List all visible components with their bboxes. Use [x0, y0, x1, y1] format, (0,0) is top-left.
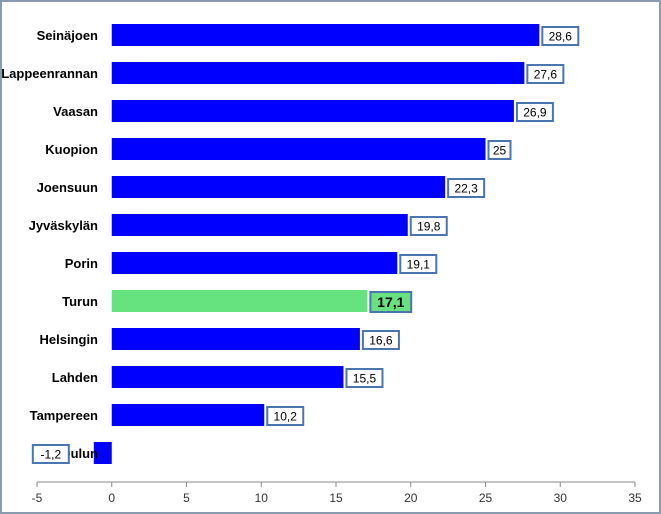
x-tick-label: 5 — [183, 491, 190, 505]
data-label: 17,1 — [377, 294, 404, 310]
data-label-box — [31, 444, 70, 464]
category-label: Oulun — [60, 446, 98, 461]
data-label-box — [447, 178, 486, 198]
data-label: 22,3 — [454, 181, 478, 195]
data-label: 19,1 — [407, 257, 431, 271]
category-label: Porin — [65, 256, 98, 271]
bar — [93, 442, 112, 464]
bar — [111, 366, 344, 388]
x-tick-label: 10 — [255, 491, 269, 505]
bar — [111, 252, 398, 274]
data-label-box — [409, 216, 448, 236]
category-label: Kuopion — [45, 142, 98, 157]
x-tick-label: 0 — [108, 491, 115, 505]
data-label-box — [487, 140, 512, 160]
data-label: 19,8 — [417, 219, 441, 233]
category-label: Lahden — [52, 370, 98, 385]
data-label-box — [526, 64, 565, 84]
bar — [111, 404, 265, 426]
data-label: 25 — [493, 143, 507, 157]
bar — [111, 176, 446, 198]
x-tick-label: 25 — [479, 491, 493, 505]
bar — [111, 214, 408, 236]
data-label-box — [399, 254, 438, 274]
x-tick-label: 15 — [329, 491, 343, 505]
data-label-box — [345, 368, 384, 388]
category-label: Turun — [62, 294, 98, 309]
data-label: 10,2 — [274, 409, 298, 423]
data-label: 16,6 — [369, 333, 393, 347]
bar — [111, 290, 368, 312]
bar — [111, 62, 525, 84]
category-label: Lappeenrannan — [2, 66, 98, 81]
data-label-box — [266, 406, 305, 426]
category-label: Joensuun — [37, 180, 98, 195]
bar — [111, 138, 486, 160]
data-label: -1,2 — [40, 447, 61, 461]
bar — [111, 100, 514, 122]
data-label-box — [361, 330, 400, 350]
data-label-box — [541, 26, 580, 46]
x-tick-label: 35 — [628, 491, 642, 505]
data-label: 27,6 — [534, 67, 558, 81]
data-label: 15,5 — [353, 371, 377, 385]
category-label: Helsingin — [39, 332, 98, 347]
x-tick-label: 20 — [404, 491, 418, 505]
bar — [111, 24, 540, 46]
x-tick-label: -5 — [32, 491, 43, 505]
category-label: Tampereen — [30, 408, 98, 423]
category-label: Seinäjoen — [37, 28, 98, 43]
category-label: Vaasan — [53, 104, 98, 119]
category-label: Jyväskylän — [29, 218, 98, 233]
data-label: 26,9 — [523, 105, 547, 119]
data-label: 28,6 — [549, 29, 573, 43]
data-label-box — [369, 291, 413, 313]
bar — [111, 328, 360, 350]
x-tick-label: 30 — [554, 491, 568, 505]
data-label-box — [515, 102, 554, 122]
